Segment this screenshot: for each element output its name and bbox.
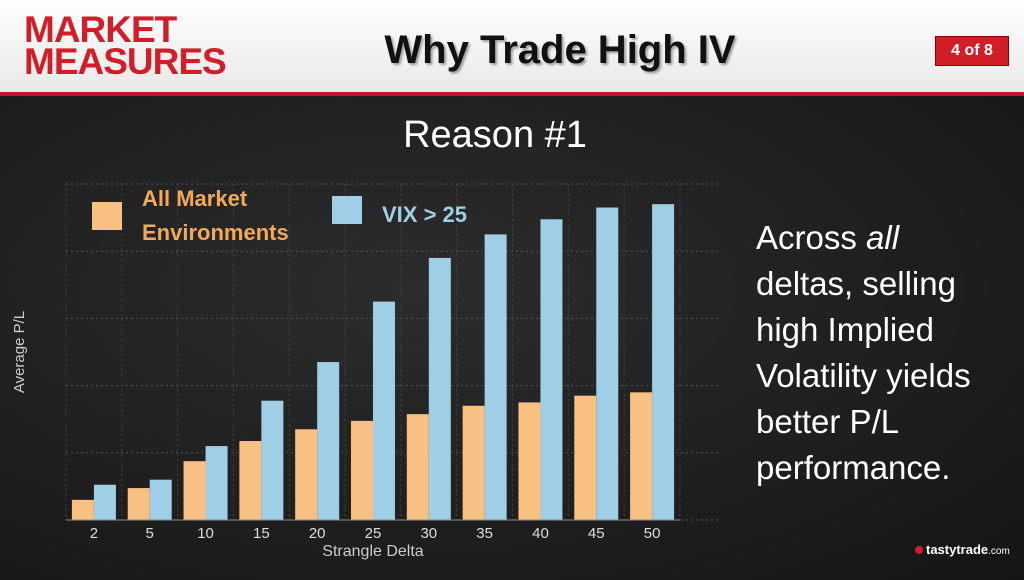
legend-swatch-vix-25 — [332, 196, 362, 224]
tastytrade-logo: tastytrade.com — [915, 542, 1010, 557]
legend-label-vix-25: VIX > 25 — [382, 202, 467, 227]
bar-vix-25-15 — [261, 400, 284, 520]
side-text-emphasis: all — [866, 219, 900, 256]
x-tick-label: 10 — [197, 525, 214, 542]
bar-vix-25-20 — [317, 362, 340, 520]
x-tick-label: 20 — [309, 525, 326, 542]
slide-subtitle: Reason #1 — [403, 114, 587, 156]
bar-vix-25-30 — [428, 257, 451, 520]
legend-label-all-market: All Market — [142, 186, 248, 211]
x-axis-label: Strangle Delta — [322, 543, 423, 560]
brand-line-1: MARKET — [24, 9, 177, 50]
bar-all-market-50 — [630, 392, 653, 520]
bar-vix-25-10 — [205, 446, 228, 520]
bar-all-market-15 — [239, 441, 262, 520]
brand-logo: MARKET MEASURES — [24, 9, 227, 82]
x-tick-label: 2 — [90, 525, 98, 542]
bar-vix-25-5 — [149, 479, 172, 520]
side-explanation: Across all deltas, selling high Implied … — [756, 215, 1016, 491]
side-text-line-6: performance. — [756, 449, 951, 486]
x-tick-label: 25 — [365, 525, 382, 542]
bar-all-market-2 — [71, 499, 94, 520]
slide-title: Why Trade High IV — [384, 28, 736, 72]
side-text-line-5: better P/L — [756, 403, 900, 440]
bar-all-market-25 — [351, 420, 373, 520]
bar-vix-25-35 — [484, 234, 507, 520]
brand-line-2: MEASURES — [24, 41, 227, 82]
side-text-line-4: Volatility yields — [756, 357, 971, 394]
logo-name: tastytrade — [926, 542, 989, 557]
x-tick-label: 30 — [420, 525, 437, 542]
x-tick-label: 40 — [532, 525, 549, 542]
side-text-line-2: deltas, selling — [756, 265, 956, 302]
x-tick-label: 50 — [644, 525, 661, 542]
side-text-line-1: Across all — [756, 215, 1016, 261]
side-text-line-3: high Implied — [756, 311, 934, 348]
page-indicator: 4 of 8 — [935, 36, 1009, 66]
header-bar — [0, 0, 1024, 92]
x-tick-label: 5 — [146, 525, 154, 542]
x-tick-label: 15 — [253, 525, 270, 542]
bar-vix-25-45 — [596, 207, 619, 520]
bar-vix-25-25 — [373, 301, 395, 520]
bar-all-market-40 — [518, 402, 541, 520]
bar-vix-25-50 — [652, 204, 675, 520]
bar-all-market-35 — [462, 405, 485, 520]
logo-suffix: .com — [988, 546, 1010, 557]
cherry-icon — [915, 546, 923, 554]
side-text-line-1-pre: Across — [756, 219, 867, 256]
bar-all-market-30 — [406, 414, 429, 520]
bar-vix-25-2 — [93, 484, 116, 520]
y-axis-label: Average P/L — [11, 311, 28, 393]
bar-all-market-5 — [127, 488, 150, 520]
legend-swatch-all-market — [92, 202, 122, 230]
bar-all-market-20 — [295, 429, 318, 520]
bar-all-market-10 — [183, 461, 206, 520]
bar-all-market-45 — [574, 395, 597, 520]
x-tick-label: 35 — [476, 525, 493, 542]
header-divider — [0, 92, 1024, 96]
legend-label-all-market-line2: Environments — [142, 220, 289, 245]
bar-vix-25-40 — [540, 219, 563, 520]
x-tick-label: 45 — [588, 525, 605, 542]
